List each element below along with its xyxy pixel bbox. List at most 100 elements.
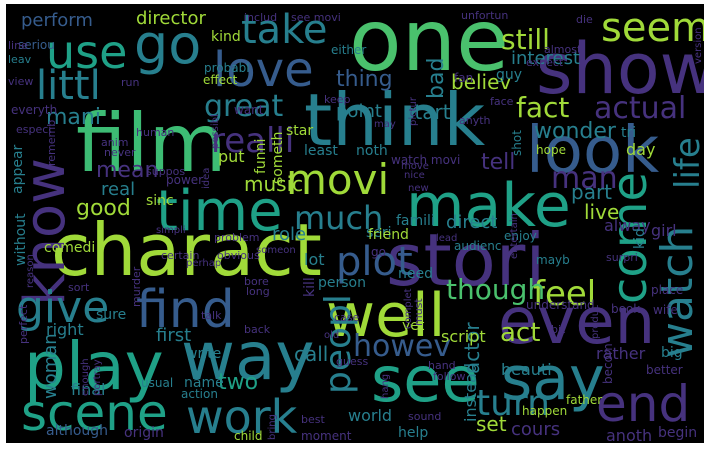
word: enough <box>80 358 91 396</box>
word: especi <box>16 123 52 136</box>
word: bit <box>551 323 566 336</box>
word: suppos <box>146 165 186 178</box>
word: great <box>204 89 284 124</box>
word: becom <box>601 343 615 384</box>
word: kind <box>211 29 241 45</box>
word: complet <box>403 288 414 329</box>
word: right <box>46 320 84 339</box>
word: father <box>566 393 603 407</box>
word: use <box>46 25 128 79</box>
word: show <box>536 28 704 110</box>
word: noth <box>356 143 388 159</box>
word: best <box>301 413 325 426</box>
word: much <box>294 199 384 237</box>
word: portray <box>92 359 103 396</box>
word: film <box>76 97 227 190</box>
word: girl <box>651 221 677 240</box>
word: go <box>371 245 386 259</box>
word: keep <box>324 93 351 106</box>
word: set <box>476 412 507 436</box>
word: end <box>596 375 691 433</box>
word: alway <box>604 216 651 235</box>
word: wonder <box>534 119 616 144</box>
word: first <box>156 325 192 346</box>
word: see <box>371 343 480 416</box>
word: unfortun <box>461 9 509 22</box>
word: hang <box>380 373 391 399</box>
word: problem <box>214 231 260 244</box>
word: shot <box>510 130 524 156</box>
word: tri <box>621 125 637 141</box>
word: die <box>576 13 593 26</box>
word: world <box>348 406 393 425</box>
word: name <box>184 375 224 391</box>
word: view <box>8 75 34 88</box>
word: work <box>186 390 298 443</box>
word: must <box>412 298 425 326</box>
word: produc <box>590 304 601 339</box>
word: talk <box>201 309 222 322</box>
word: begin <box>658 425 698 441</box>
word: need <box>398 266 433 282</box>
word: still <box>501 23 550 56</box>
word: although <box>46 423 109 439</box>
word: though <box>446 273 546 306</box>
word: mani <box>46 105 101 130</box>
word: go <box>134 13 202 76</box>
word: littl <box>36 63 101 109</box>
word: perform <box>21 10 93 31</box>
word: big <box>661 345 683 361</box>
word: person <box>318 275 366 291</box>
word: well <box>326 281 446 351</box>
word: beauti <box>501 360 552 379</box>
word: stori <box>386 218 546 302</box>
word: life <box>668 137 704 189</box>
word: human <box>136 126 175 139</box>
word: think <box>304 78 486 162</box>
word: nice <box>404 170 425 181</box>
word: follow <box>433 370 466 383</box>
word: version <box>693 27 704 64</box>
word: star <box>286 123 314 139</box>
word: almost <box>544 43 582 56</box>
word: see movi <box>291 11 341 24</box>
word: probabl <box>204 61 250 75</box>
word: man <box>551 161 618 196</box>
word: real <box>101 179 136 200</box>
word: movi <box>286 155 390 204</box>
word: lot <box>304 250 325 269</box>
word: simpli <box>156 225 186 236</box>
word: enjoy <box>504 229 537 243</box>
word: say <box>501 344 605 414</box>
word: possibl <box>210 114 221 149</box>
word-cloud: one show think film charact stori see sa… <box>6 4 704 443</box>
word: mayb <box>536 253 570 267</box>
word: entertain <box>509 213 520 259</box>
word: script <box>441 327 486 346</box>
word: act <box>500 318 541 348</box>
word: seriou <box>18 38 55 52</box>
word: audienc <box>454 239 502 253</box>
word: point <box>336 101 382 122</box>
word: bore <box>244 275 269 288</box>
word: give <box>16 282 110 333</box>
word: tell <box>481 150 516 175</box>
word: love <box>213 42 314 98</box>
word: appear <box>10 144 26 194</box>
word: may <box>374 119 396 130</box>
word: surpri <box>606 251 638 264</box>
word: cours <box>511 419 561 440</box>
word: face <box>490 95 514 108</box>
word: sure <box>96 307 127 323</box>
word: plot <box>336 239 413 285</box>
word: turn <box>476 383 550 424</box>
word: find <box>136 280 235 340</box>
word: sinc <box>146 193 174 209</box>
word: believ <box>451 70 512 94</box>
word: book <box>611 302 641 316</box>
word: run <box>121 76 140 89</box>
word: help <box>398 425 429 441</box>
word: sound <box>408 410 442 423</box>
word: live <box>584 200 620 224</box>
word: good <box>76 196 131 221</box>
